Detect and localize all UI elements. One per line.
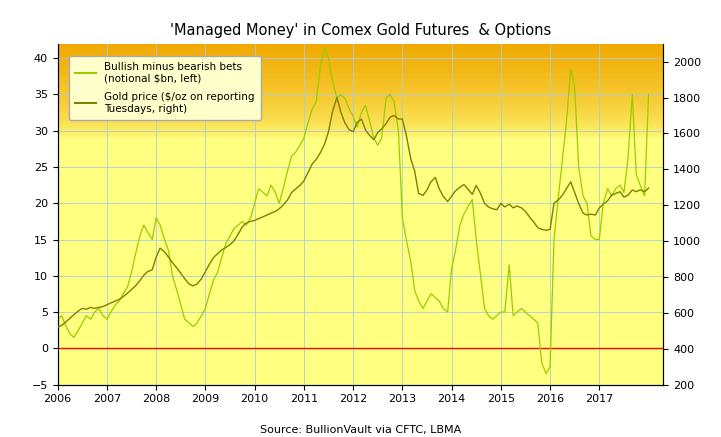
Text: Source: BullionVault via CFTC, LBMA: Source: BullionVault via CFTC, LBMA [260, 425, 461, 435]
Legend: Bullish minus bearish bets
(notional $bn, left), Gold price ($/oz on reporting
T: Bullish minus bearish bets (notional $bn… [69, 56, 261, 120]
Title: 'Managed Money' in Comex Gold Futures  & Options: 'Managed Money' in Comex Gold Futures & … [170, 23, 551, 38]
